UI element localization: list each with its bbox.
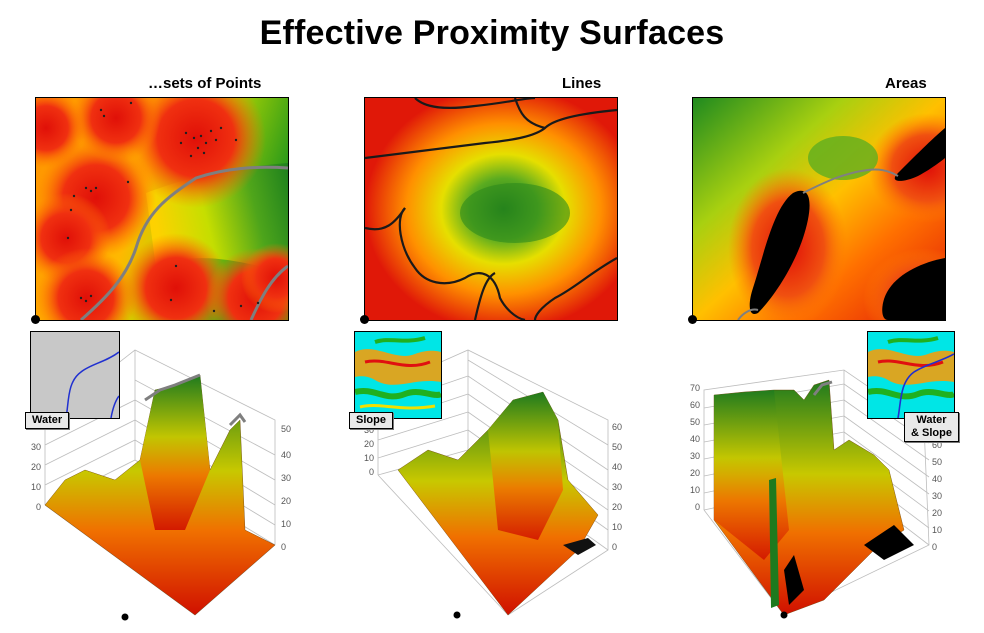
points-left-tick: 20 — [31, 462, 41, 472]
areas-3d-surface: 0 10 20 30 40 50 60 70 0 10 20 30 40 50 … — [690, 369, 942, 619]
water-slope-tag-line2: & Slope — [911, 427, 952, 439]
areas-left-tick: 40 — [690, 434, 700, 444]
areas-right-tick: 50 — [932, 457, 942, 467]
points-right-tick: 20 — [281, 496, 291, 506]
panel-points: …sets of Points — [0, 0, 328, 633]
lines-left-tick: 0 — [369, 467, 374, 477]
lines-left-tick: 10 — [364, 453, 374, 463]
areas-right-tick: 20 — [932, 508, 942, 518]
lines-proximity-map — [364, 97, 618, 321]
points-left-tick: 10 — [31, 482, 41, 492]
lines-left-tick: 20 — [364, 439, 374, 449]
points-left-tick: 30 — [31, 442, 41, 452]
points-right-tick: 10 — [281, 519, 291, 529]
panel-areas: Areas — [656, 0, 984, 633]
lines-left-tick: 30 — [364, 425, 374, 435]
water-tag: Water — [25, 412, 70, 429]
lines-map-origin-marker — [360, 315, 369, 324]
points-right-tick: 50 — [281, 424, 291, 434]
areas-right-tick: 10 — [932, 525, 942, 535]
areas-left-tick: 60 — [690, 400, 700, 410]
areas-left-tick: 30 — [690, 451, 700, 461]
areas-left-tick: 70 — [690, 383, 700, 393]
areas-left-tick: 50 — [690, 417, 700, 427]
water-slope-thumbnail — [867, 331, 955, 419]
slope-tag: Slope — [349, 412, 393, 429]
areas-right-tick: 60 — [932, 440, 942, 450]
areas-right-tick: 30 — [932, 491, 942, 501]
points-left-tick: 0 — [36, 502, 41, 512]
panel-lines: Lines — [328, 0, 656, 633]
water-thumbnail — [30, 331, 120, 419]
areas-right-tick: 0 — [932, 542, 937, 552]
lines-right-tick: 0 — [612, 542, 617, 552]
lines-right-tick: 40 — [612, 462, 622, 472]
points-proximity-map — [35, 97, 289, 321]
points-right-tick: 30 — [281, 473, 291, 483]
areas-proximity-map — [692, 97, 946, 321]
panel-points-heading: …sets of Points — [148, 75, 262, 92]
lines-right-tick: 20 — [612, 502, 622, 512]
water-slope-tag: Water & Slope — [904, 412, 959, 442]
lines-right-tick: 50 — [612, 442, 622, 452]
points-right-tick: 0 — [281, 542, 286, 552]
lines-right-tick: 10 — [612, 522, 622, 532]
lines-right-tick: 60 — [612, 422, 622, 432]
panel-lines-heading: Lines — [562, 75, 602, 92]
lines-3d-surface: 0 10 20 30 40 50 60 0 10 20 30 40 50 60 — [364, 349, 622, 619]
areas-left-tick: 20 — [690, 468, 700, 478]
water-slope-tag-line1: Water — [916, 414, 947, 426]
panel-areas-heading: Areas — [885, 75, 927, 92]
slope-thumbnail — [354, 331, 442, 419]
points-right-tick: 40 — [281, 450, 291, 460]
points-map-origin-marker — [31, 315, 40, 324]
areas-left-tick: 10 — [690, 485, 700, 495]
page-title: Effective Proximity Surfaces — [259, 14, 725, 52]
lines-right-tick: 30 — [612, 482, 622, 492]
areas-left-tick: 0 — [695, 502, 700, 512]
areas-right-tick: 40 — [932, 474, 942, 484]
areas-map-origin-marker — [688, 315, 697, 324]
